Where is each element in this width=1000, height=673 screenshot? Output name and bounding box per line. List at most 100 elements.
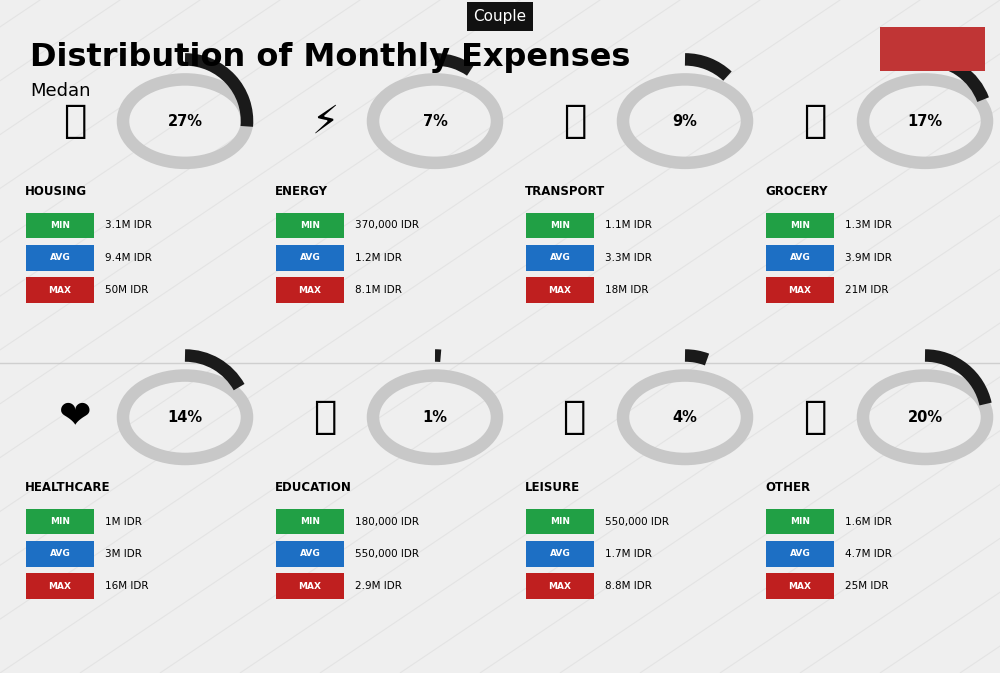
Text: AVG: AVG xyxy=(550,253,570,262)
FancyBboxPatch shape xyxy=(526,541,594,567)
Text: 9%: 9% xyxy=(673,114,697,129)
Text: MAX: MAX xyxy=(298,285,322,295)
Text: EDUCATION: EDUCATION xyxy=(275,481,352,494)
Text: 🎓: 🎓 xyxy=(313,398,337,436)
Text: 180,000 IDR: 180,000 IDR xyxy=(355,517,419,526)
Text: LEISURE: LEISURE xyxy=(525,481,580,494)
Text: 27%: 27% xyxy=(168,114,202,129)
Text: 20%: 20% xyxy=(907,410,943,425)
Text: MAX: MAX xyxy=(48,285,72,295)
Text: 370,000 IDR: 370,000 IDR xyxy=(355,221,419,230)
Text: 1M IDR: 1M IDR xyxy=(105,517,142,526)
Text: MAX: MAX xyxy=(548,581,572,591)
FancyBboxPatch shape xyxy=(276,541,344,567)
Text: 🛍️: 🛍️ xyxy=(563,398,587,436)
Text: MIN: MIN xyxy=(790,517,810,526)
Text: Distribution of Monthly Expenses: Distribution of Monthly Expenses xyxy=(30,42,630,73)
FancyBboxPatch shape xyxy=(526,245,594,271)
Text: 3.9M IDR: 3.9M IDR xyxy=(845,253,892,262)
FancyBboxPatch shape xyxy=(26,277,94,303)
FancyBboxPatch shape xyxy=(766,277,834,303)
Text: 9.4M IDR: 9.4M IDR xyxy=(105,253,152,262)
Text: 2.9M IDR: 2.9M IDR xyxy=(355,581,402,591)
Text: ⚡: ⚡ xyxy=(311,102,339,140)
Text: MIN: MIN xyxy=(550,221,570,230)
Text: Medan: Medan xyxy=(30,82,90,100)
Text: GROCERY: GROCERY xyxy=(765,185,828,198)
FancyBboxPatch shape xyxy=(276,509,344,534)
Text: MIN: MIN xyxy=(790,221,810,230)
FancyBboxPatch shape xyxy=(526,509,594,534)
Text: AVG: AVG xyxy=(300,253,320,262)
Text: MAX: MAX xyxy=(788,285,812,295)
FancyBboxPatch shape xyxy=(526,277,594,303)
Text: 18M IDR: 18M IDR xyxy=(605,285,648,295)
Text: 4.7M IDR: 4.7M IDR xyxy=(845,549,892,559)
Text: 17%: 17% xyxy=(907,114,943,129)
Text: 1.6M IDR: 1.6M IDR xyxy=(845,517,892,526)
Text: MIN: MIN xyxy=(50,517,70,526)
Text: 21M IDR: 21M IDR xyxy=(845,285,889,295)
FancyBboxPatch shape xyxy=(526,573,594,599)
FancyBboxPatch shape xyxy=(766,245,834,271)
Text: 7%: 7% xyxy=(423,114,447,129)
FancyBboxPatch shape xyxy=(26,213,94,238)
FancyBboxPatch shape xyxy=(766,509,834,534)
Text: 🚌: 🚌 xyxy=(563,102,587,140)
Text: 1%: 1% xyxy=(423,410,448,425)
Text: 1.2M IDR: 1.2M IDR xyxy=(355,253,402,262)
Text: 💰: 💰 xyxy=(803,398,827,436)
Text: 3M IDR: 3M IDR xyxy=(105,549,142,559)
Text: HOUSING: HOUSING xyxy=(25,185,87,198)
Text: 4%: 4% xyxy=(673,410,697,425)
Text: MIN: MIN xyxy=(550,517,570,526)
Text: Couple: Couple xyxy=(473,9,527,24)
FancyBboxPatch shape xyxy=(26,509,94,534)
Text: 14%: 14% xyxy=(167,410,203,425)
Text: 1.3M IDR: 1.3M IDR xyxy=(845,221,892,230)
Text: MAX: MAX xyxy=(48,581,72,591)
FancyBboxPatch shape xyxy=(766,541,834,567)
Text: MIN: MIN xyxy=(50,221,70,230)
Text: 550,000 IDR: 550,000 IDR xyxy=(355,549,419,559)
Text: MAX: MAX xyxy=(298,581,322,591)
Text: 🛒: 🛒 xyxy=(803,102,827,140)
Text: AVG: AVG xyxy=(790,253,810,262)
FancyBboxPatch shape xyxy=(276,277,344,303)
FancyBboxPatch shape xyxy=(26,573,94,599)
Text: 🏢: 🏢 xyxy=(63,102,87,140)
Text: 25M IDR: 25M IDR xyxy=(845,581,889,591)
FancyBboxPatch shape xyxy=(276,213,344,238)
Text: OTHER: OTHER xyxy=(765,481,810,494)
Text: HEALTHCARE: HEALTHCARE xyxy=(25,481,110,494)
FancyBboxPatch shape xyxy=(276,245,344,271)
Text: AVG: AVG xyxy=(50,253,70,262)
Text: 8.1M IDR: 8.1M IDR xyxy=(355,285,402,295)
FancyBboxPatch shape xyxy=(766,573,834,599)
Text: ❤️: ❤️ xyxy=(59,398,91,436)
Text: 550,000 IDR: 550,000 IDR xyxy=(605,517,669,526)
Text: 8.8M IDR: 8.8M IDR xyxy=(605,581,652,591)
FancyBboxPatch shape xyxy=(766,213,834,238)
Text: MIN: MIN xyxy=(300,221,320,230)
Text: ENERGY: ENERGY xyxy=(275,185,328,198)
Text: 16M IDR: 16M IDR xyxy=(105,581,148,591)
FancyBboxPatch shape xyxy=(26,541,94,567)
Text: MAX: MAX xyxy=(788,581,812,591)
Text: 50M IDR: 50M IDR xyxy=(105,285,148,295)
Text: AVG: AVG xyxy=(50,549,70,559)
FancyBboxPatch shape xyxy=(276,573,344,599)
Text: AVG: AVG xyxy=(300,549,320,559)
Text: MIN: MIN xyxy=(300,517,320,526)
Text: 1.1M IDR: 1.1M IDR xyxy=(605,221,652,230)
FancyBboxPatch shape xyxy=(526,213,594,238)
Text: TRANSPORT: TRANSPORT xyxy=(525,185,605,198)
Text: 3.1M IDR: 3.1M IDR xyxy=(105,221,152,230)
Text: MAX: MAX xyxy=(548,285,572,295)
FancyBboxPatch shape xyxy=(880,27,985,71)
FancyBboxPatch shape xyxy=(26,245,94,271)
Text: 1.7M IDR: 1.7M IDR xyxy=(605,549,652,559)
Text: AVG: AVG xyxy=(550,549,570,559)
Text: AVG: AVG xyxy=(790,549,810,559)
Text: 3.3M IDR: 3.3M IDR xyxy=(605,253,652,262)
